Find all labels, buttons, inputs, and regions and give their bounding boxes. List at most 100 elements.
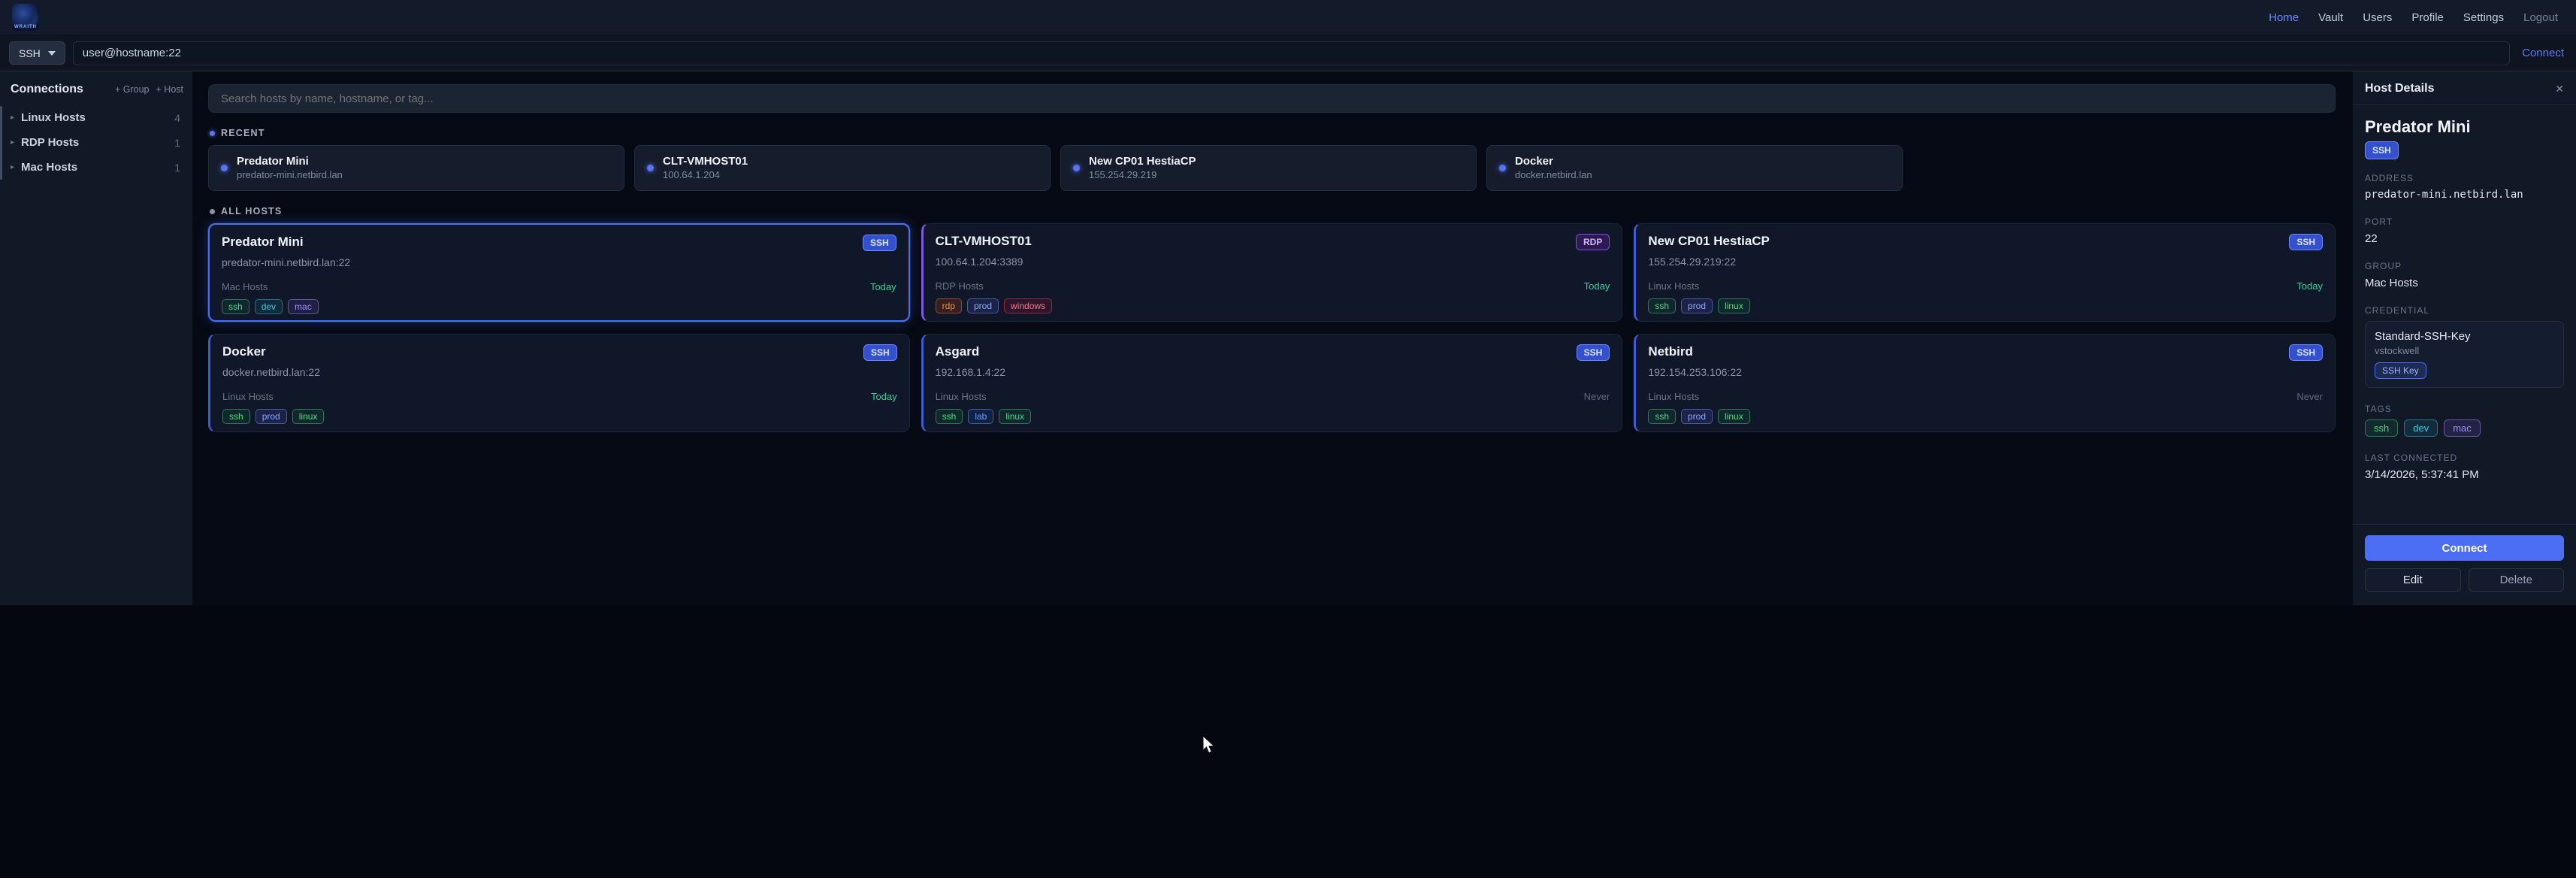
connection-bar: SSH Connect xyxy=(0,35,2576,71)
host-meta-row: Linux Hosts Today xyxy=(222,391,897,402)
sidebar-title: Connections xyxy=(11,83,83,95)
host-details-body: Predator Mini SSH ADDRESS predator-mini.… xyxy=(2353,105,2576,605)
group-name: RDP Hosts xyxy=(21,136,80,149)
search-input[interactable] xyxy=(208,84,2336,113)
host-address: 192.168.1.4:22 xyxy=(935,366,1006,378)
host-card-top: Predator Mini SSH xyxy=(222,235,896,251)
recent-host-address: 100.64.1.204 xyxy=(663,169,720,181)
section-dot-icon xyxy=(210,130,215,136)
host-group: Linux Hosts xyxy=(1648,280,1700,292)
credential-name: Standard-SSH-Key xyxy=(2375,330,2471,343)
recent-host-address: 155.254.29.219 xyxy=(1089,169,1157,181)
host-name: Asgard xyxy=(935,344,980,359)
host-address: 155.254.29.219:22 xyxy=(1648,256,1737,268)
detail-tags-row: ssh dev mac xyxy=(2365,419,2564,437)
recent-host-name: New CP01 HestiaCP xyxy=(1089,154,1196,168)
protocol-badge: RDP xyxy=(1575,234,1610,250)
recent-card[interactable]: CLT-VMHOST01 100.64.1.204 xyxy=(634,145,1051,191)
credential-label: CREDENTIAL xyxy=(2365,305,2430,316)
tag-ssh: ssh xyxy=(1648,298,1677,313)
tag-mac: mac xyxy=(2444,419,2481,437)
host-group: Linux Hosts xyxy=(935,391,987,402)
credential-card[interactable]: Standard-SSH-Key vstockwell SSH Key xyxy=(2365,321,2564,388)
host-tags-row: rdp prod windows xyxy=(935,298,1610,313)
sidebar-group-list: ▸ Linux Hosts 4 ▸ RDP Hosts 1 ▸ Mac Hosts 1 xyxy=(0,105,192,180)
edit-button[interactable]: Edit xyxy=(2365,568,2461,592)
main-area: RECENT Predator Minipredator-mini.netbir… xyxy=(193,71,2352,605)
host-card[interactable]: CLT-VMHOST01 RDP 100.64.1.204:3389 RDP Host… xyxy=(921,223,1623,322)
section-dot-icon xyxy=(210,208,215,214)
host-name: Predator Mini xyxy=(222,235,304,249)
host-card[interactable]: Netbird SSH 192.154.253.106:22 Linux Hosts N… xyxy=(1634,334,2336,432)
app-logo-text: WRAITH xyxy=(14,25,37,29)
port-value: 22 xyxy=(2365,232,2378,245)
nav-link-vault[interactable]: Vault xyxy=(2318,11,2344,24)
app-logo[interactable]: WRAITH xyxy=(12,4,39,31)
all-hosts-section-label: ALL HOSTS xyxy=(221,206,283,216)
recent-card[interactable]: Docker docker.netbird.lan xyxy=(1486,145,1903,191)
last-connected-value: 3/14/2026, 5:37:41 PM xyxy=(2365,468,2479,481)
top-bar: WRAITH Home Vault Users Profile Settings Logo… xyxy=(0,0,2576,35)
add-group-button[interactable]: + Group xyxy=(115,84,150,95)
recent-section-header: RECENT xyxy=(210,128,2334,138)
host-card-top: Docker SSH xyxy=(222,344,897,361)
content-row: Connections + Group + Host ▸ Linux Hosts 4… xyxy=(0,71,2576,605)
tag-mac: mac xyxy=(288,299,319,314)
connections-sidebar: Connections + Group + Host ▸ Linux Hosts 4… xyxy=(0,71,193,605)
sidebar-scroll-indicator[interactable] xyxy=(0,106,2,180)
host-card[interactable]: Asgard SSH 192.168.1.4:22 Linux Hosts Never s… xyxy=(921,334,1623,432)
chevron-right-icon: ▸ xyxy=(11,163,15,171)
recent-card-text: CLT-VMHOST01 100.64.1.204 xyxy=(663,154,748,182)
nav-link-profile[interactable]: Profile xyxy=(2411,11,2444,24)
tag-rdp: rdp xyxy=(935,298,962,313)
nav-link-settings[interactable]: Settings xyxy=(2463,11,2505,24)
sidebar-group-rdp-hosts[interactable]: ▸ RDP Hosts 1 xyxy=(0,130,192,155)
recent-card-text: Docker docker.netbird.lan xyxy=(1515,154,1592,182)
delete-button[interactable]: Delete xyxy=(2468,568,2564,592)
sidebar-group-linux-hosts[interactable]: ▸ Linux Hosts 4 xyxy=(0,105,192,130)
host-meta-row: Linux Hosts Never xyxy=(1648,391,2323,402)
tag-linux: linux xyxy=(999,409,1032,424)
nav-link-users[interactable]: Users xyxy=(2363,11,2393,24)
add-host-button[interactable]: + Host xyxy=(156,84,183,95)
sidebar-group-mac-hosts[interactable]: ▸ Mac Hosts 1 xyxy=(0,155,192,180)
group-count: 1 xyxy=(174,161,180,174)
tag-ssh: ssh xyxy=(222,299,249,314)
host-group: RDP Hosts xyxy=(935,280,984,292)
host-card[interactable]: Docker SSH docker.netbird.lan:22 Linux Host… xyxy=(208,334,910,432)
last-connected: Today xyxy=(1583,280,1610,292)
recent-card[interactable]: Predator Mini predator-mini.netbird.lan xyxy=(208,145,624,191)
recent-card[interactable]: New CP01 HestiaCP 155.254.29.219 xyxy=(1060,145,1477,191)
chevron-down-icon xyxy=(47,50,56,56)
host-address: docker.netbird.lan:22 xyxy=(222,366,320,378)
chevron-right-icon: ▸ xyxy=(11,138,15,147)
host-meta-row: Linux Hosts Today xyxy=(1648,280,2323,292)
quick-connect-link[interactable]: Connect xyxy=(2522,47,2564,59)
last-connected: Never xyxy=(2296,391,2323,402)
tag-dev: dev xyxy=(254,299,283,314)
nav-link-logout[interactable]: Logout xyxy=(2523,11,2558,24)
detail-host-name: Predator Mini xyxy=(2365,117,2471,136)
host-card-top: Asgard SSH xyxy=(936,344,1610,361)
tag-linux: linux xyxy=(292,409,325,424)
last-connected: Today xyxy=(869,281,896,292)
close-icon[interactable]: ✕ xyxy=(2555,82,2564,95)
tag-prod: prod xyxy=(967,298,999,313)
host-card[interactable]: New CP01 HestiaCP SSH 155.254.29.219:22 Lin… xyxy=(1634,223,2336,322)
host-name: New CP01 HestiaCP xyxy=(1648,234,1770,248)
address-label: ADDRESS xyxy=(2365,173,2414,183)
host-card[interactable]: Predator Mini SSH predator-mini.netbird.la… xyxy=(208,223,910,322)
last-connected: Never xyxy=(1583,391,1610,402)
connect-button[interactable]: Connect xyxy=(2365,535,2564,561)
nav-link-home[interactable]: Home xyxy=(2269,11,2299,24)
group-name: Linux Hosts xyxy=(21,111,86,124)
status-dot-icon xyxy=(647,165,654,171)
recent-host-address: docker.netbird.lan xyxy=(1515,169,1592,181)
connection-input[interactable] xyxy=(72,41,2511,65)
mouse-cursor xyxy=(1202,736,1215,753)
host-card-top: New CP01 HestiaCP SSH xyxy=(1648,234,2323,250)
host-name: Docker xyxy=(222,344,266,359)
protocol-select[interactable]: SSH xyxy=(9,41,65,65)
chevron-right-icon: ▸ xyxy=(11,114,15,122)
tag-ssh: ssh xyxy=(935,409,963,424)
